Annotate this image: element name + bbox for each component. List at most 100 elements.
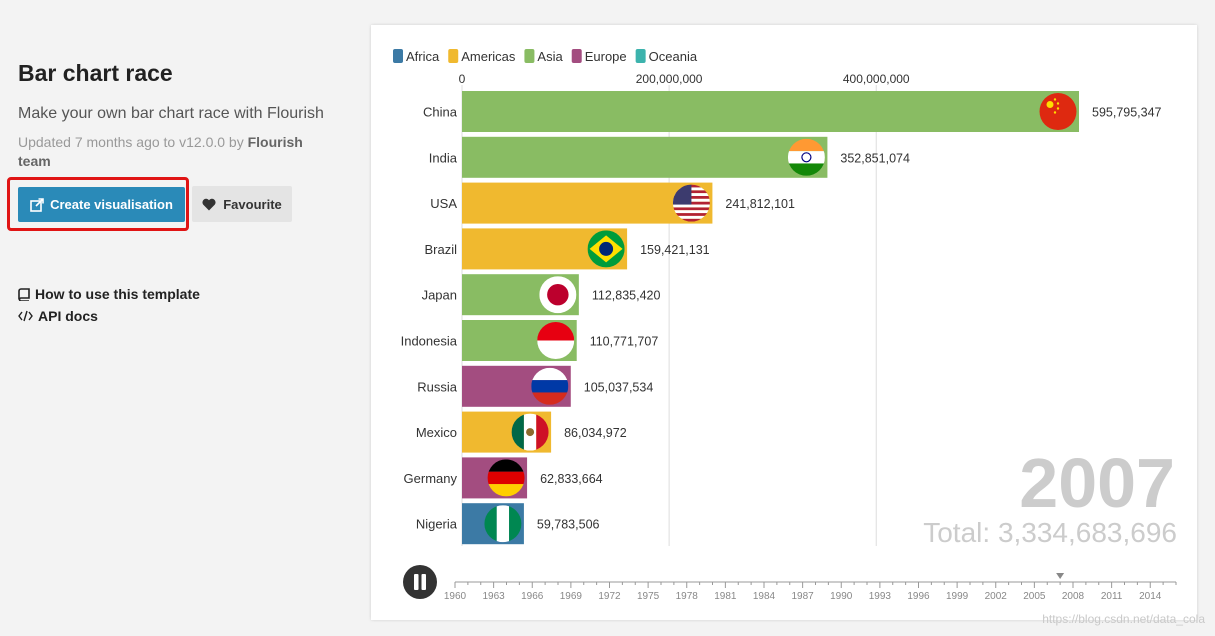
russia-flag [531,367,569,405]
timeline-tick-label: 2014 [1139,591,1162,602]
bar-chart-race: Africa Americas Asia Europe Oceania 0 200,000,… [393,49,1177,602]
timeline-tick-label: 1978 [676,591,699,602]
chart-card: Africa Americas Asia Europe Oceania 0 200,000,… [371,25,1197,620]
bar-usa [462,182,713,224]
timeline-tick-label: 1996 [907,591,930,602]
bar-row-nigeria: Nigeria 59,783,506 [416,503,600,545]
category-label: India [429,150,458,165]
value-label: 105,037,534 [584,380,654,394]
timeline-tick-label: 1999 [946,591,969,602]
bar-row-indonesia: Indonesia 110,771,707 [401,320,659,361]
sidebar: Bar chart race Make your own bar chart r… [7,60,338,327]
timeline-tick-label: 1960 [444,591,467,602]
axis-tick-label: 400,000,000 [843,72,910,86]
page-subtitle: Make your own bar chart race with Flouri… [18,105,324,122]
favourite-label: Favourite [223,196,282,212]
create-visualisation-label: Create visualisation [50,197,173,212]
legend-swatch-oceania [635,49,646,63]
category-label: USA [430,196,457,211]
axis-tick-label: 200,000,000 [636,72,703,86]
legend-label-americas: Americas [461,49,516,64]
value-label: 86,034,972 [564,426,627,440]
value-label: 159,421,131 [640,243,710,257]
timeline-tick-label: 1972 [598,591,621,602]
category-label: Brazil [424,242,457,257]
legend-label-africa: Africa [406,49,440,64]
year-label: 2007 [1019,444,1175,522]
updated-info: Updated 7 months ago to v12.0.0 by Flour… [18,133,338,171]
value-label: 62,833,664 [540,472,603,486]
legend-label-europe: Europe [585,49,627,64]
timeline-tick-label: 1987 [792,591,815,602]
bar-row-russia: Russia 105,037,534 [417,365,654,407]
bar-row-brazil: Brazil 159,421,131 [424,228,710,270]
watermark: https://blog.csdn.net/data_cola [1042,612,1205,626]
author-name: Flourish team [18,134,303,169]
china-flag [1039,93,1077,130]
bar-row-mexico: Mexico 86,034,972 [416,411,627,453]
updated-text: Updated 7 months ago to v12.0.0 by [18,134,248,150]
create-visualisation-button[interactable]: Create visualisation [18,187,185,222]
mexico-flag [511,413,549,451]
timeline-tick-label: 1966 [521,591,544,602]
timeline-tick-label: 1990 [830,591,853,602]
timeline-tick-label: 2011 [1101,591,1123,602]
how-to-label: How to use this template [35,286,200,302]
legend-swatch-europe [571,49,582,63]
timeline-marker[interactable] [1056,573,1065,579]
category-label: Nigeria [416,517,458,532]
bar-india [462,136,828,178]
usa-flag [672,184,710,222]
legend-label-asia: Asia [537,49,563,64]
highlight-box [7,177,189,231]
value-label: 110,771,707 [590,335,659,349]
timeline-tick-label: 1975 [637,591,660,602]
bar-china [462,91,1079,132]
category-label: Germany [404,471,458,486]
play-pause-button[interactable] [403,565,437,599]
value-label: 59,783,506 [537,518,600,532]
legend-swatch-asia [524,49,535,63]
code-icon [18,310,33,322]
timeline-tick-label: 1981 [714,591,737,602]
brazil-flag [587,230,625,268]
japan-flag [539,276,577,314]
bar-row-india: India 352,851,074 [429,136,910,178]
timeline-tick-label: 2002 [985,591,1008,602]
book-icon [18,287,30,301]
help-links: How to use this template API docs [18,283,338,327]
bar-row-germany: Germany 62,833,664 [404,457,603,499]
legend-label-oceania: Oceania [649,49,698,64]
timeline-tick-label: 1963 [483,591,506,602]
axis-tick-label: 0 [459,72,466,86]
category-label: China [423,105,458,120]
heart-icon [202,198,216,210]
timeline-tick-label: 2008 [1062,591,1085,602]
nigeria-flag [484,505,522,543]
category-label: Russia [417,379,458,394]
bar-row-usa: USA 241,812,101 [430,182,795,224]
api-docs-link[interactable]: API docs [18,305,338,327]
bar-row-china: China 595,795,347 [423,91,1162,132]
value-label: 112,835,420 [592,289,661,303]
action-bar: Create visualisation Favourite [7,177,338,231]
page-title: Bar chart race [18,60,173,86]
favourite-button[interactable]: Favourite [192,186,292,222]
total-label: Total: 3,334,683,696 [923,517,1177,548]
bar-row-japan: Japan 112,835,420 [422,274,661,316]
category-label: Japan [422,288,457,303]
timeline-tick-label: 1984 [753,591,776,602]
category-label: Indonesia [401,334,458,349]
timeline-tick-label: 1969 [560,591,583,602]
category-label: Mexico [416,425,457,440]
value-label: 595,795,347 [1092,106,1162,120]
value-label: 352,851,074 [840,151,910,165]
value-label: 241,812,101 [725,197,795,211]
how-to-link[interactable]: How to use this template [18,283,338,305]
germany-flag [487,459,525,497]
legend-swatch-americas [448,49,459,63]
pause-icon [414,574,419,590]
external-link-icon [30,197,44,212]
indonesia-flag [537,322,575,359]
india-flag [787,138,825,176]
